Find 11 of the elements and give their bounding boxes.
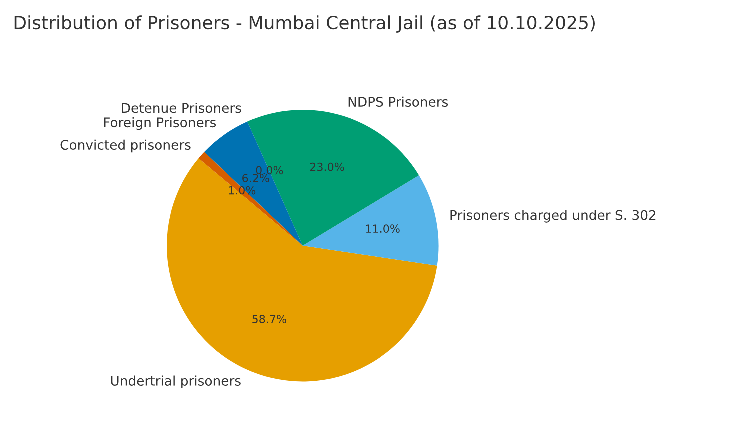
slice-label: Foreign Prisoners bbox=[104, 117, 216, 130]
data-label: 58.7% bbox=[252, 315, 286, 324]
category-label: Detenue Prisoners bbox=[122, 102, 242, 114]
data-label: 23.0% bbox=[310, 162, 344, 172]
slice-label: Prisoners charged under S. 302 bbox=[450, 210, 656, 223]
slice-label: NDPS Prisoners bbox=[348, 96, 448, 108]
slice-label: Undertrial prisoners bbox=[111, 376, 241, 389]
slice-label: Convicted prisoners bbox=[60, 140, 191, 153]
chart-title: Distribution of Prisoners - Mumbai Central Jail (as of 10.10.2025) bbox=[14, 16, 595, 33]
data-label: 11.0% bbox=[366, 224, 400, 234]
data-label: 6.2% bbox=[242, 174, 270, 182]
